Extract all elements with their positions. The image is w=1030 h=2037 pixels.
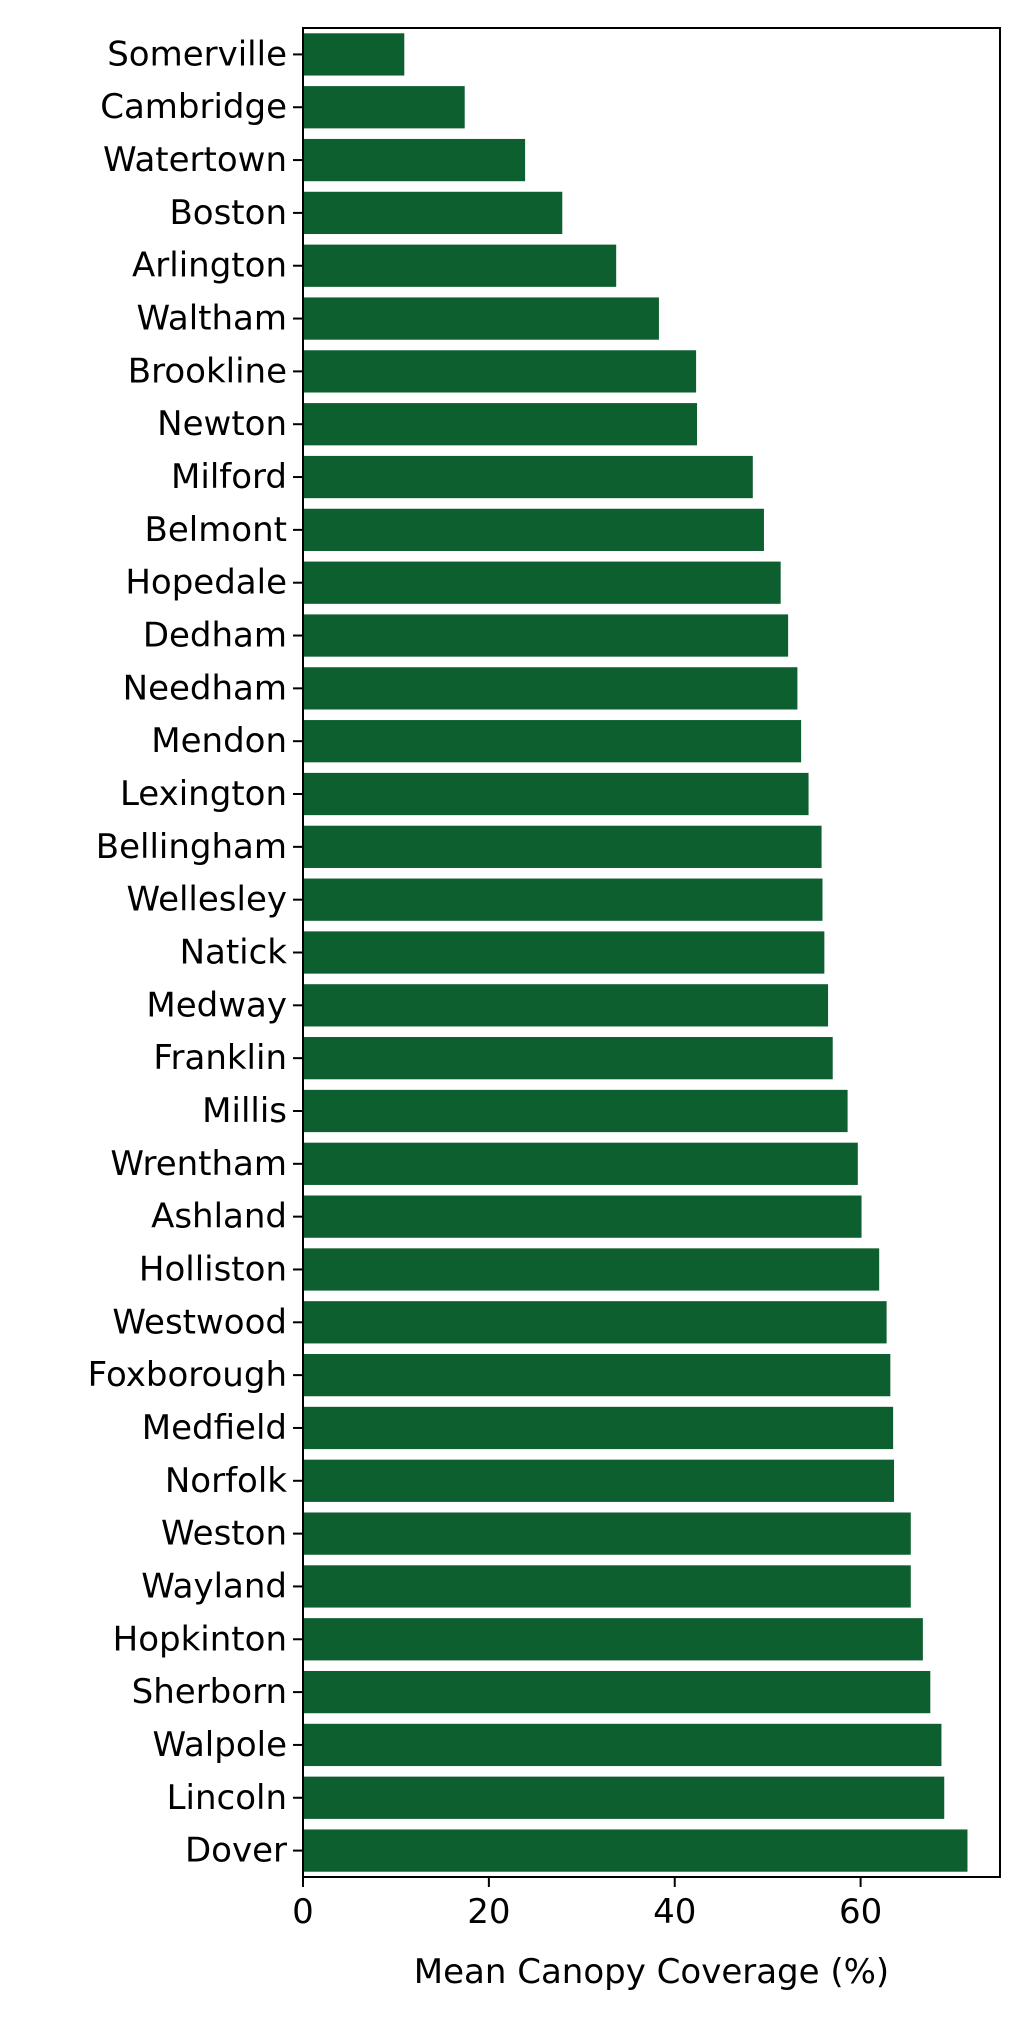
y-tick-label: Weston <box>161 1514 287 1554</box>
y-tick-label: Waltham <box>136 299 287 339</box>
bar-brookline <box>303 350 697 393</box>
bar-boston <box>303 191 563 235</box>
bar-lincoln <box>303 1776 945 1819</box>
bar-somerville <box>303 33 405 76</box>
bar-waltham <box>303 297 659 340</box>
bar-wrentham <box>303 1142 858 1185</box>
x-tick-label: 40 <box>653 1892 696 1932</box>
bar-ashland <box>303 1195 862 1238</box>
bar-millis <box>303 1089 848 1133</box>
y-tick-label: Walpole <box>153 1725 287 1765</box>
x-axis-ticks: 0 20 40 60 <box>292 1877 882 1932</box>
bar-belmont <box>303 508 764 552</box>
y-tick-label: Medfield <box>142 1408 287 1448</box>
bar-wayland <box>303 1565 911 1608</box>
y-tick-label: Foxborough <box>88 1355 287 1395</box>
bar-watertown <box>303 138 526 182</box>
bar-mendon <box>303 720 802 763</box>
x-tick-label: 60 <box>839 1892 882 1932</box>
bars-group <box>303 33 968 1872</box>
bar-foxborough <box>303 1353 891 1397</box>
bar-newton <box>303 403 698 446</box>
y-tick-label: Newton <box>157 404 287 444</box>
plot-frame <box>302 27 1001 1878</box>
y-tick-label: Boston <box>169 193 287 233</box>
y-tick-label: Millis <box>202 1091 287 1131</box>
y-tick-label: Franklin <box>153 1038 287 1078</box>
y-tick-label: Arlington <box>132 246 287 286</box>
x-tick-label: 0 <box>292 1892 314 1932</box>
bar-cambridge <box>303 86 465 129</box>
y-tick-label: Cambridge <box>100 87 287 127</box>
y-tick-label: Watertown <box>103 140 287 180</box>
bar-holliston <box>303 1248 880 1291</box>
bar-hopkinton <box>303 1618 923 1661</box>
y-tick-label: Sherborn <box>132 1672 287 1712</box>
y-tick-label: Mendon <box>151 721 287 761</box>
y-tick-label: Hopedale <box>125 563 287 603</box>
y-tick-label: Westwood <box>112 1302 287 1342</box>
y-axis-ticks: Somerville Cambridge Watertown Boston Arling… <box>88 34 303 1871</box>
y-tick-label: Medway <box>146 985 287 1025</box>
bar-bellingham <box>303 825 822 868</box>
bar-weston <box>303 1512 911 1555</box>
bar-hopedale <box>303 561 781 604</box>
bar-wellesley <box>303 878 823 921</box>
bar-medway <box>303 984 829 1027</box>
bar-norfolk <box>303 1459 895 1502</box>
bar-natick <box>303 931 825 974</box>
y-tick-label: Ashland <box>151 1197 287 1237</box>
y-tick-label: Holliston <box>139 1249 287 1289</box>
y-tick-label: Lincoln <box>167 1778 287 1818</box>
bar-sherborn <box>303 1670 931 1714</box>
y-tick-label: Bellingham <box>96 827 287 867</box>
y-tick-label: Dover <box>185 1831 287 1871</box>
x-tick-label: 20 <box>467 1892 510 1932</box>
bar-dover <box>303 1829 968 1872</box>
y-tick-label: Lexington <box>120 774 287 814</box>
y-tick-label: Belmont <box>145 510 288 550</box>
bar-arlington <box>303 244 617 287</box>
y-tick-label: Milford <box>171 457 287 497</box>
y-tick-label: Wrentham <box>110 1144 287 1184</box>
y-tick-label: Hopkinton <box>113 1619 287 1659</box>
bar-lexington <box>303 772 809 816</box>
x-axis-label: Mean Canopy Coverage (%) <box>414 1952 889 1992</box>
bar-walpole <box>303 1723 942 1767</box>
y-tick-label: Dedham <box>143 616 287 656</box>
y-tick-label: Wayland <box>141 1566 287 1606</box>
bar-medfield <box>303 1406 894 1450</box>
bar-needham <box>303 667 798 710</box>
y-tick-label: Norfolk <box>165 1461 287 1501</box>
y-tick-label: Brookline <box>128 351 287 391</box>
bar-dedham <box>303 614 789 657</box>
y-tick-label: Needham <box>123 668 287 708</box>
bar-milford <box>303 455 753 499</box>
bar-franklin <box>303 1037 833 1080</box>
y-tick-label: Wellesley <box>126 880 287 920</box>
y-tick-label: Natick <box>180 933 288 973</box>
y-tick-label: Somerville <box>107 34 287 74</box>
bar-westwood <box>303 1301 887 1344</box>
